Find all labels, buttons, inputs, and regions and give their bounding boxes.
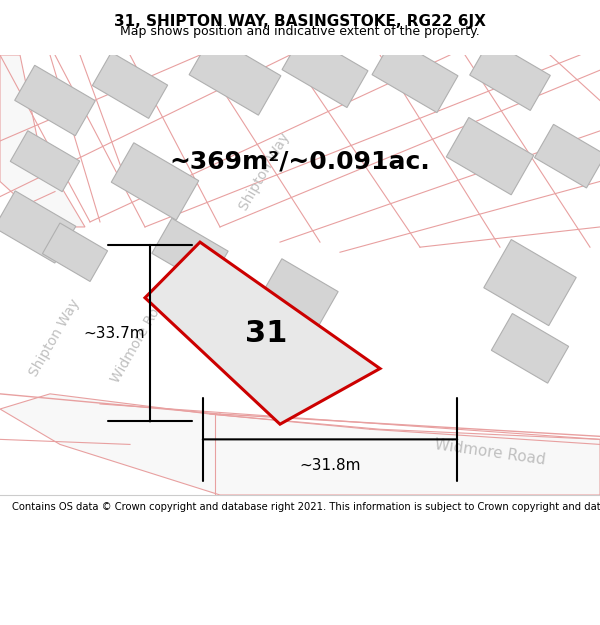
Polygon shape — [10, 131, 80, 192]
Polygon shape — [152, 218, 228, 286]
Polygon shape — [111, 142, 199, 220]
Polygon shape — [92, 52, 167, 118]
Text: ~369m²/~0.091ac.: ~369m²/~0.091ac. — [170, 149, 430, 173]
Polygon shape — [491, 314, 569, 383]
Polygon shape — [189, 35, 281, 115]
Text: Shipton Way: Shipton Way — [237, 130, 293, 212]
Polygon shape — [282, 32, 368, 108]
Polygon shape — [446, 118, 534, 195]
Polygon shape — [14, 65, 95, 136]
Text: Contains OS data © Crown copyright and database right 2021. This information is : Contains OS data © Crown copyright and d… — [12, 501, 600, 511]
Polygon shape — [0, 394, 600, 495]
Polygon shape — [262, 259, 338, 327]
Polygon shape — [145, 242, 380, 424]
Polygon shape — [470, 40, 550, 111]
Text: Map shows position and indicative extent of the property.: Map shows position and indicative extent… — [120, 26, 480, 39]
Polygon shape — [484, 239, 576, 326]
Polygon shape — [43, 223, 107, 281]
Polygon shape — [189, 257, 271, 329]
Polygon shape — [0, 55, 85, 227]
Text: Widmore Road: Widmore Road — [109, 291, 172, 386]
Text: 31: 31 — [245, 319, 287, 348]
Text: ~33.7m: ~33.7m — [83, 326, 145, 341]
Polygon shape — [372, 38, 458, 112]
Polygon shape — [0, 191, 76, 263]
Text: ~31.8m: ~31.8m — [299, 458, 361, 472]
Text: Shipton Way: Shipton Way — [27, 297, 83, 379]
Polygon shape — [535, 124, 600, 188]
Text: Widmore Road: Widmore Road — [434, 438, 547, 468]
Text: 31, SHIPTON WAY, BASINGSTOKE, RG22 6JX: 31, SHIPTON WAY, BASINGSTOKE, RG22 6JX — [114, 14, 486, 29]
